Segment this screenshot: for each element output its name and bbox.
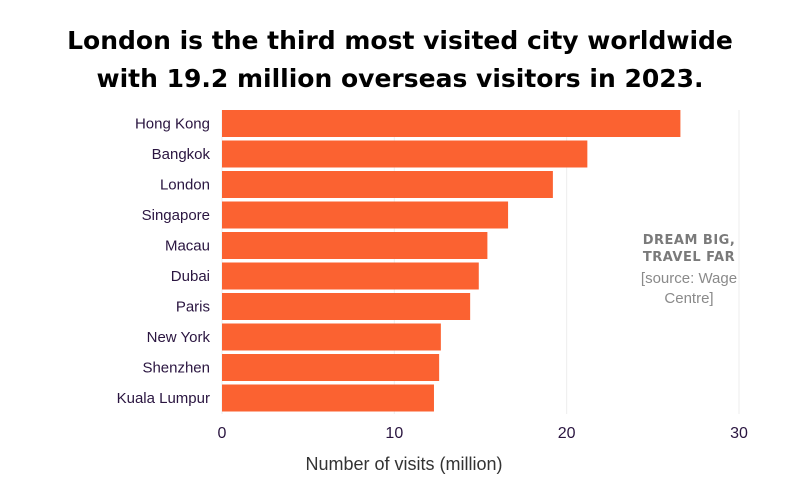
- bar: [222, 354, 440, 381]
- category-label: New York: [147, 329, 211, 346]
- category-label: Singapore: [142, 207, 210, 224]
- bar: [222, 262, 479, 290]
- brand-tagline: DREAM BIG, TRAVEL FAR: [604, 232, 774, 266]
- bar: [222, 323, 441, 351]
- category-label: Hong Kong: [135, 116, 210, 133]
- x-tick-label: 20: [558, 425, 576, 442]
- bar: [222, 171, 553, 198]
- bar: [222, 232, 488, 259]
- category-label: Paris: [176, 299, 210, 316]
- x-tick-label: 10: [385, 425, 403, 442]
- source-citation: [source: Wage Centre]: [604, 269, 774, 309]
- x-tick-label: 0: [218, 425, 227, 442]
- category-label: Kuala Lumpur: [117, 390, 210, 407]
- source-citation-line1: [source: Wage: [640, 270, 738, 287]
- x-tick-labels: 0 10 20 30: [218, 425, 748, 442]
- chart-title-line2: with 19.2 million overseas visitors in 2…: [96, 64, 704, 93]
- category-label: Dubai: [171, 268, 210, 285]
- chart-title-line1: London is the third most visited city wo…: [67, 26, 733, 55]
- bar: [222, 110, 681, 137]
- x-axis-title: Number of visits (million): [305, 454, 502, 474]
- brand-tagline-line2: TRAVEL FAR: [642, 250, 736, 265]
- category-label: London: [160, 177, 210, 194]
- category-label: Bangkok: [152, 146, 211, 163]
- bars: [222, 110, 681, 412]
- category-labels: Hong Kong Bangkok London Singapore Macau Duba…: [117, 116, 211, 408]
- chart-title: London is the third most visited city wo…: [0, 22, 800, 98]
- bar: [222, 293, 471, 320]
- source-citation-line2: Centre]: [664, 290, 714, 307]
- bar: [222, 201, 509, 229]
- x-tick-label: 30: [730, 425, 748, 442]
- category-label: Macau: [165, 238, 210, 255]
- bar: [222, 384, 434, 412]
- category-label: Shenzhen: [142, 360, 210, 377]
- brand-tagline-line1: DREAM BIG,: [642, 233, 736, 248]
- bar: [222, 140, 588, 168]
- source-note: DREAM BIG, TRAVEL FAR [source: Wage Cent…: [604, 232, 774, 309]
